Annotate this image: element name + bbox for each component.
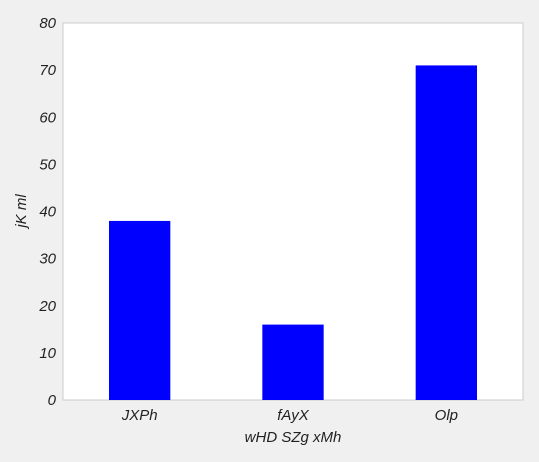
y-tick-label: 50 (39, 156, 56, 173)
y-tick-label: 20 (38, 298, 56, 315)
y-tick-label: 30 (39, 251, 56, 268)
y-axis-ticks: 0 10 20 30 40 50 60 70 80 (38, 15, 56, 409)
y-tick-label: 10 (39, 345, 56, 362)
bar-JXPh (109, 221, 170, 400)
y-axis-title: jK ml (13, 194, 30, 230)
y-tick-label: 40 (39, 204, 56, 221)
bar-Olp (416, 65, 477, 400)
y-tick-label: 70 (39, 62, 56, 79)
y-tick-label: 80 (39, 15, 56, 32)
y-tick-label: 60 (39, 109, 56, 126)
x-tick-label: fAyX (277, 407, 310, 424)
bar-fAyX (262, 325, 323, 400)
x-tick-label: JXPh (121, 407, 158, 424)
x-axis-ticks: JXPh fAyX Olp (121, 407, 458, 424)
x-tick-label: Olp (435, 407, 458, 424)
y-tick-label: 0 (48, 392, 57, 409)
x-axis-title: wHD SZg xMh (245, 429, 342, 446)
